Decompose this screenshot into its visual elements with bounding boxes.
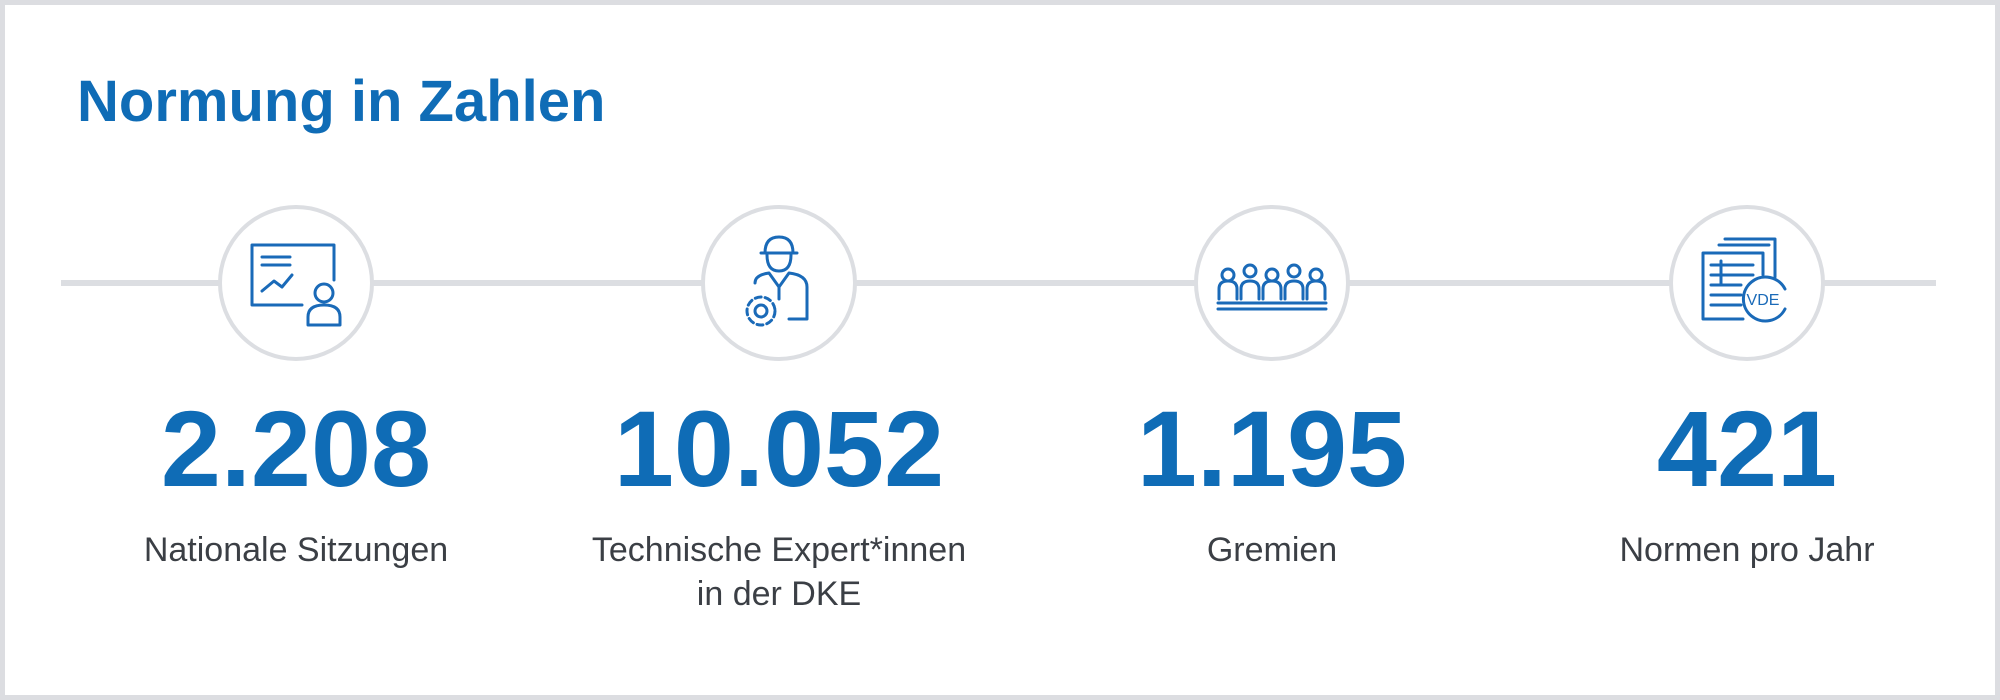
icon-part <box>1216 301 1328 311</box>
icon-text: VDE <box>1747 292 1780 309</box>
stat-label: Nationale Sitzungen <box>144 531 448 569</box>
icon-part <box>313 282 335 304</box>
icon-part <box>753 271 809 321</box>
stat-value: 2.208 <box>161 388 431 509</box>
icon-part <box>759 235 799 255</box>
icon-part <box>260 255 294 293</box>
icon-part <box>745 295 777 327</box>
stat-value: 10.052 <box>614 388 944 509</box>
icon-circle <box>701 205 857 361</box>
icon <box>1216 263 1328 311</box>
icon-part <box>1239 279 1261 301</box>
icon-part <box>753 303 769 319</box>
icon-part <box>1242 263 1258 279</box>
icon-part <box>1709 259 1755 307</box>
stat-value: 1.195 <box>1137 388 1407 509</box>
icon-part <box>1741 275 1787 323</box>
title: Normung in Zahlen <box>77 69 605 134</box>
icon-part <box>1701 237 1777 321</box>
icon-part <box>1261 279 1283 301</box>
icon <box>250 243 342 327</box>
icon <box>745 235 809 327</box>
icon-part <box>1305 279 1327 301</box>
stat-label: Normen pro Jahr <box>1619 531 1874 569</box>
stat-label: in der DKE <box>697 575 861 613</box>
icon: VDE <box>1701 237 1787 323</box>
icon-part <box>1283 279 1305 301</box>
stat-value: 421 <box>1657 388 1837 509</box>
icon-circle <box>1669 205 1825 361</box>
stat-label: Gremien <box>1207 531 1337 569</box>
icon-part <box>306 303 342 327</box>
icon-circle <box>218 205 374 361</box>
icon-part <box>765 253 793 273</box>
icon-circle <box>1194 205 1350 361</box>
icon-part <box>250 243 336 307</box>
icon-part <box>1217 279 1239 301</box>
stat-label: Technische Expert*innen <box>592 531 966 569</box>
icon-part <box>1286 263 1302 279</box>
